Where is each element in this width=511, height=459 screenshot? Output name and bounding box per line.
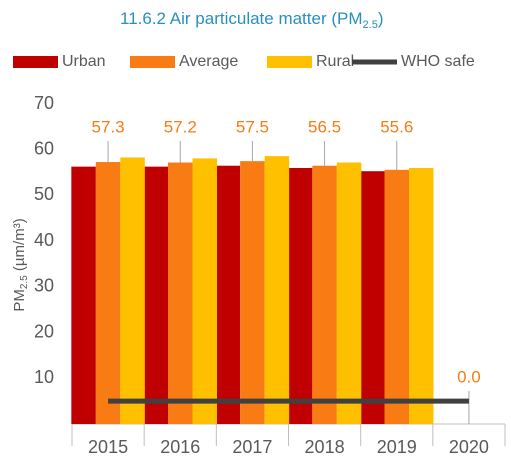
legend-swatch (267, 56, 312, 68)
x-tick-label: 2020 (449, 437, 489, 457)
bar (336, 162, 362, 424)
y-tick-label: 20 (34, 321, 54, 341)
title-text: 11.6.2 Air particulate matter (PM (120, 9, 363, 28)
data-label: 57.2 (164, 117, 197, 136)
bar (384, 169, 409, 424)
bar (312, 165, 337, 424)
x-tick-label: 2019 (377, 437, 417, 457)
y-label-subscript: 2.5 (19, 275, 30, 289)
y-tick-label: 10 (34, 367, 54, 387)
bar (360, 171, 385, 424)
bar (264, 156, 290, 424)
data-label: 55.6 (380, 117, 413, 136)
data-label: 0.0 (457, 367, 481, 386)
chart-title: 11.6.2 Air particulate matter (PM2.5) (120, 9, 383, 30)
bar (215, 165, 241, 424)
title-text: ) (378, 9, 384, 28)
bar (409, 168, 434, 424)
bar (71, 166, 96, 424)
bar (120, 157, 145, 424)
y-tick-label: 70 (34, 93, 54, 113)
y-tick-label: 60 (34, 138, 54, 158)
x-tick-label: 2015 (88, 437, 128, 457)
data-label: 57.5 (236, 117, 269, 136)
legend-label: Urban (62, 53, 106, 70)
x-tick-label: 2017 (232, 437, 272, 457)
y-tick-label: 40 (34, 230, 54, 250)
legend-label: Average (179, 53, 238, 70)
bar (168, 162, 193, 424)
bar (95, 162, 121, 425)
data-label: 56.5 (308, 117, 341, 136)
x-tick-label: 2016 (160, 437, 200, 457)
y-axis-label: PM2.5 (µm/m³) (11, 218, 30, 311)
bar (240, 161, 265, 424)
data-label: 57.3 (92, 117, 125, 136)
legend-label: WHO safe (401, 53, 475, 70)
y-tick-label: 50 (34, 184, 54, 204)
legend-swatch (13, 56, 58, 68)
x-tick-label: 2018 (305, 437, 345, 457)
bar (143, 166, 168, 424)
title-subscript: 2.5 (363, 19, 378, 31)
legend-label: Rural (316, 53, 354, 70)
y-label-text: (µm/m³) (11, 218, 28, 275)
y-label-text: PM (11, 289, 28, 312)
bar (192, 158, 217, 424)
y-tick-label: 30 (34, 276, 54, 296)
bar (287, 168, 313, 424)
legend-swatch (130, 56, 175, 68)
